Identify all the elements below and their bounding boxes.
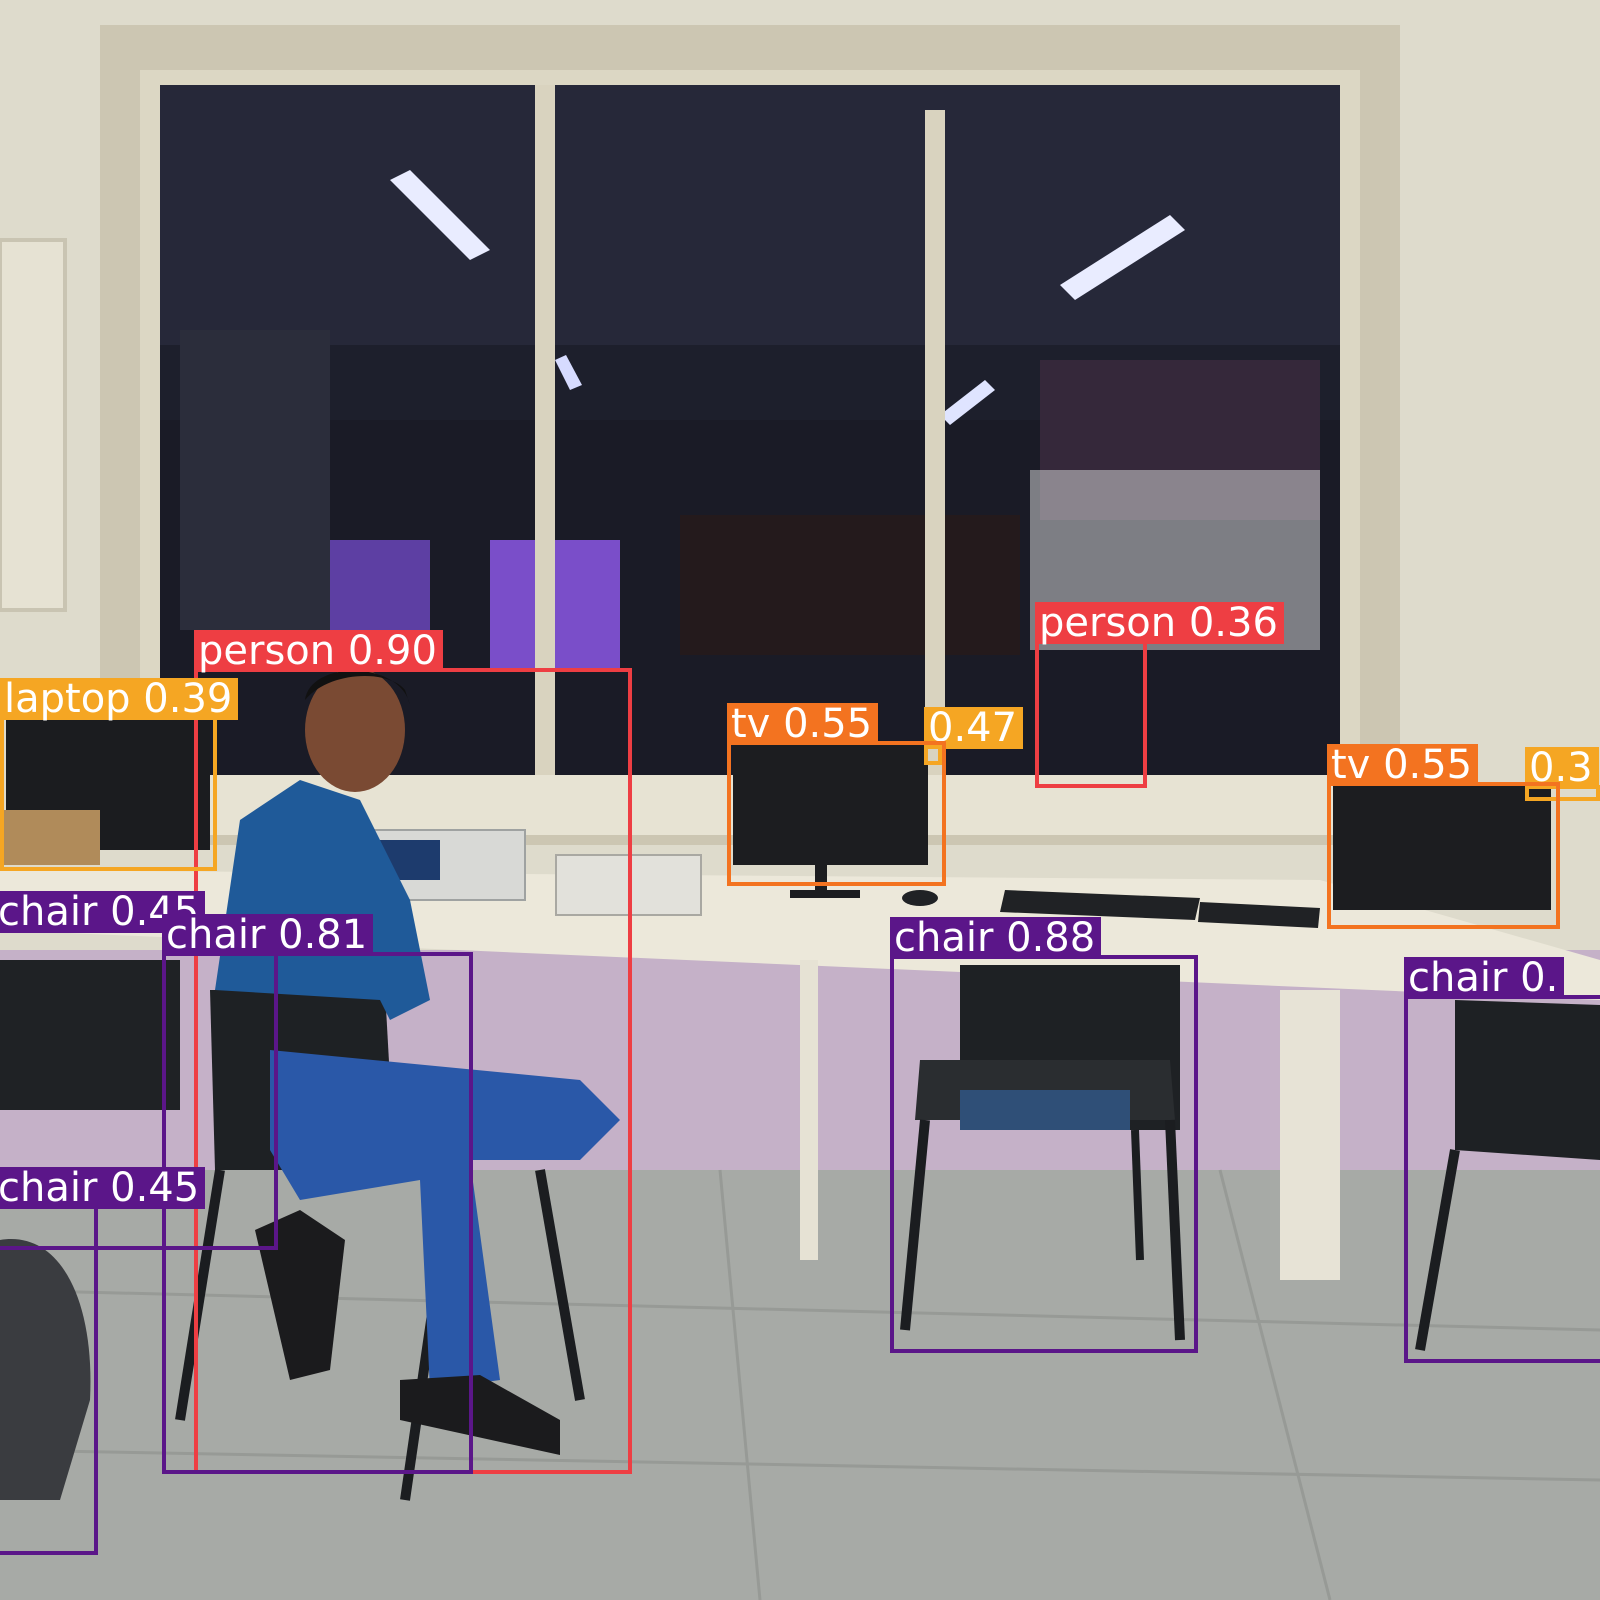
desk-leg xyxy=(1280,990,1340,1280)
floor-tile-line xyxy=(718,1169,762,1600)
chair-leg xyxy=(1165,1119,1185,1341)
ceiling-light xyxy=(1060,215,1185,300)
chair-leg xyxy=(535,1169,585,1401)
person-hair xyxy=(305,670,410,705)
keyboard xyxy=(1198,902,1320,928)
ceiling-light xyxy=(555,355,582,390)
floor-tile-line xyxy=(1218,1169,1332,1600)
detection-box-chair: chair 0.88 xyxy=(890,917,1198,1353)
chair-back xyxy=(1455,1000,1600,1160)
detection-box-chair: chair 0.45 xyxy=(0,1167,206,1555)
detection-label: chair 0. xyxy=(1404,957,1565,999)
person-jeans xyxy=(270,1050,620,1390)
desk-leg xyxy=(800,960,818,1260)
interior-cupboards xyxy=(180,330,330,630)
detection-box-tv: tv 0.55 xyxy=(1327,744,1560,929)
detection-box-laptop: 0.47 xyxy=(924,707,1024,765)
chair-back xyxy=(0,960,180,1110)
chair-leg xyxy=(175,1169,225,1421)
detection-label: laptop 0.39 xyxy=(0,678,239,720)
chair-leg xyxy=(900,1119,930,1331)
detection-box-chair: chair 0.81 xyxy=(162,914,473,1474)
interior-ceiling xyxy=(160,85,1340,345)
detection-label: chair 0.45 xyxy=(0,1167,206,1209)
detection-label: person 0.36 xyxy=(1035,602,1284,644)
ceiling-light xyxy=(940,380,995,425)
chair-leg xyxy=(1131,1129,1144,1261)
detection-label: chair 0.81 xyxy=(162,914,374,956)
monitor-center xyxy=(733,745,928,865)
keyboard xyxy=(1000,890,1200,920)
cloth-on-chair xyxy=(960,1090,1130,1130)
detection-box-chair: chair 0. xyxy=(1404,957,1600,1363)
detection-label: tv 0.55 xyxy=(1327,744,1479,786)
mouse xyxy=(902,890,938,906)
cardboard-box xyxy=(0,810,100,865)
floor-tile-line xyxy=(0,1288,1600,1332)
detection-label: chair 0.88 xyxy=(890,917,1102,959)
interior-board xyxy=(680,515,1020,655)
detection-label: person 0.90 xyxy=(194,630,443,672)
interior-glow xyxy=(330,540,430,640)
detection-box-laptop: laptop 0.39 xyxy=(0,678,239,871)
monitor-base xyxy=(790,890,860,898)
window-mullion xyxy=(535,85,555,775)
detection-box-person: person 0.36 xyxy=(1035,602,1284,788)
detection-label: 0.47 xyxy=(924,707,1024,749)
window-mullion xyxy=(925,110,945,800)
monitor-right xyxy=(1333,785,1551,910)
person-head xyxy=(305,668,405,792)
detection-box-tv: tv 0.55 xyxy=(727,703,946,886)
wall-cabinet xyxy=(0,238,67,612)
chair-leg xyxy=(1415,1149,1460,1351)
person-shoe xyxy=(400,1375,560,1455)
person-shoe xyxy=(255,1210,345,1380)
ceiling-light xyxy=(390,170,490,260)
monitor-stand xyxy=(815,865,827,895)
chair-back xyxy=(0,1239,91,1500)
detection-label: tv 0.55 xyxy=(727,703,879,745)
floor-tile-line xyxy=(0,1448,1600,1482)
person-shirt xyxy=(215,780,430,1020)
